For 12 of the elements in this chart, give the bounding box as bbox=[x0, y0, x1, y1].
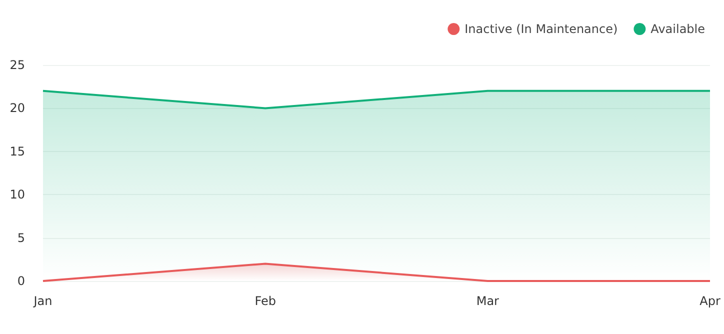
x-tick-label: Mar bbox=[476, 294, 500, 308]
legend-label: Available bbox=[650, 22, 706, 36]
y-tick-label: 5 bbox=[17, 230, 25, 245]
x-tick-label: Apr bbox=[700, 294, 720, 308]
legend-label: Inactive (In Maintenance) bbox=[464, 22, 618, 36]
x-tick-label: Feb bbox=[254, 294, 276, 308]
y-tick-label: 25 bbox=[10, 58, 25, 72]
y-tick-label: 0 bbox=[17, 274, 25, 288]
y-tick-label: 10 bbox=[10, 188, 25, 202]
y-tick-label: 20 bbox=[10, 101, 25, 116]
y-tick-label: 15 bbox=[10, 144, 25, 158]
x-tick-label: Jan bbox=[32, 294, 52, 308]
